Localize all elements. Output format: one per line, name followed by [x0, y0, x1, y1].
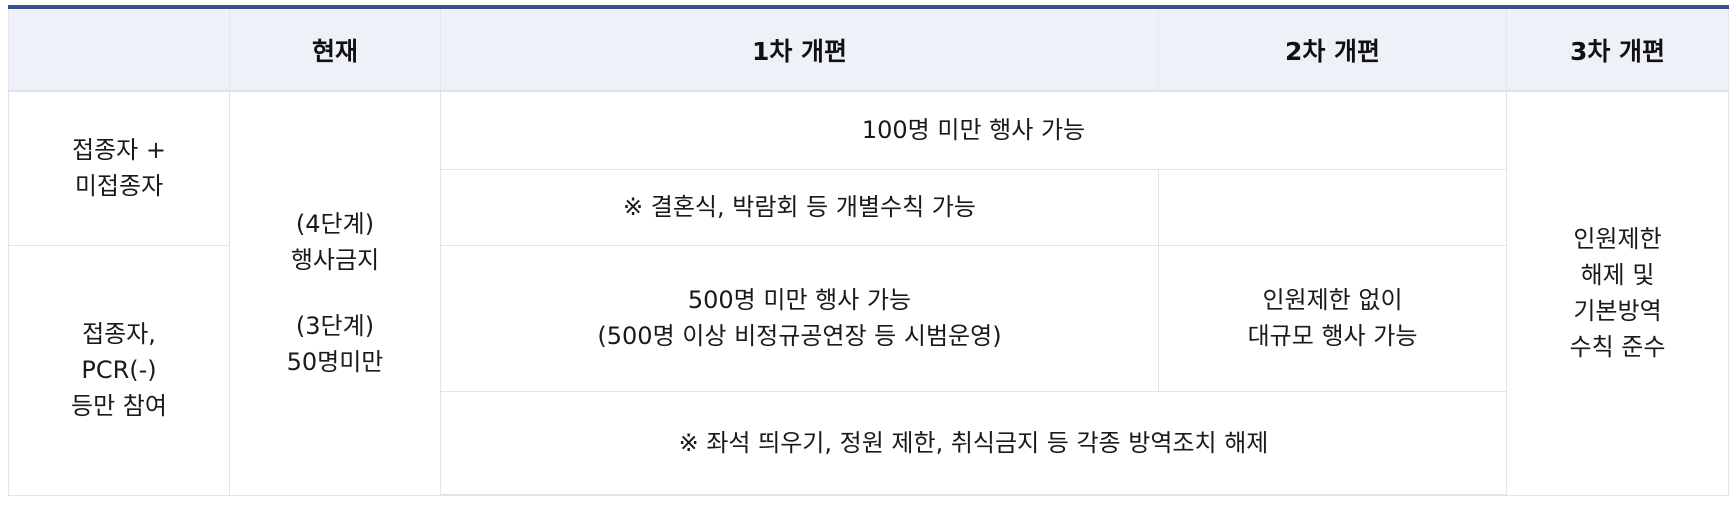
header-first-reform: 1차 개편: [440, 5, 1159, 92]
under-500-line: 500명 미만 행사 가능: [687, 286, 912, 314]
under-500-line: (500명 이상 비정규공연장 등 시범운영): [597, 322, 1002, 350]
header-current: 현재: [229, 5, 441, 92]
table-row: ※ 결혼식, 박람회 등 개별수칙 가능: [9, 168, 1729, 246]
third-line: 수칙 준수: [1569, 333, 1666, 362]
policy-table-container: 현재 1차 개편 2차 개편 3차 개편 접종자 + 미접종자 (4단계) 행사…: [8, 5, 1729, 496]
table-row: ※ 좌석 띄우기, 정원 제한, 취식금지 등 각종 방역조치 해제: [9, 390, 1729, 496]
current-line: (3단계): [295, 312, 375, 341]
under-100-event-cell: 100명 미만 행사 가능: [440, 90, 1507, 170]
event-policy-table: 현재 1차 개편 2차 개편 3차 개편 접종자 + 미접종자 (4단계) 행사…: [8, 5, 1729, 496]
group-label-line: PCR(-): [81, 356, 157, 384]
group-label-line: 접종자 +: [72, 136, 166, 165]
header-second-reform: 2차 개편: [1158, 5, 1507, 92]
no-limit-event-cell: 인원제한 없이 대규모 행사 가능: [1158, 244, 1507, 392]
no-limit-line: 인원제한 없이: [1262, 286, 1403, 314]
third-line: 인원제한: [1573, 225, 1662, 254]
table-header: 현재 1차 개편 2차 개편 3차 개편: [8, 5, 1729, 92]
header-empty-cell: [8, 5, 230, 92]
third-line: 기본방역: [1573, 297, 1662, 326]
header-row: 현재 1차 개편 2차 개편 3차 개편: [8, 5, 1729, 92]
group-label-vaccinated-pcr: 접종자, PCR(-) 등만 참여: [8, 244, 230, 496]
measures-lifted-note-cell: ※ 좌석 띄우기, 정원 제한, 취식금지 등 각종 방역조치 해제: [440, 390, 1507, 496]
group-label-line: 접종자,: [82, 320, 156, 348]
current-line: (4단계): [295, 210, 375, 239]
current-spacer: [236, 278, 434, 308]
header-third-reform: 3차 개편: [1506, 5, 1729, 92]
table-row: 접종자, PCR(-) 등만 참여 500명 미만 행사 가능 (500명 이상…: [8, 244, 1729, 496]
group-label-line: 미접종자: [74, 172, 164, 201]
current-policy-cell: (4단계) 행사금지 (3단계) 50명미만: [229, 90, 441, 496]
current-line: 행사금지: [290, 246, 380, 275]
third-reform-cell: 인원제한 해제 및 기본방역 수칙 준수: [1506, 90, 1729, 496]
under-500-event-cell: 500명 미만 행사 가능 (500명 이상 비정규공연장 등 시범운영): [440, 244, 1159, 392]
exception-note-cell: ※ 결혼식, 박람회 등 개별수칙 가능: [440, 168, 1159, 246]
group-label-line: 등만 참여: [71, 392, 167, 420]
table-body: 접종자 + 미접종자 (4단계) 행사금지 (3단계) 50명미만 100명 미…: [8, 90, 1729, 496]
second-exception-empty-cell: [1158, 168, 1507, 246]
third-line: 해제 및: [1580, 261, 1655, 290]
no-limit-line: 대규모 행사 가능: [1247, 322, 1418, 350]
table-row: 접종자 + 미접종자 (4단계) 행사금지 (3단계) 50명미만 100명 미…: [8, 90, 1729, 496]
group-label-vaccinated-unvaccinated: 접종자 + 미접종자: [8, 90, 230, 246]
current-line: 50명미만: [286, 348, 384, 377]
